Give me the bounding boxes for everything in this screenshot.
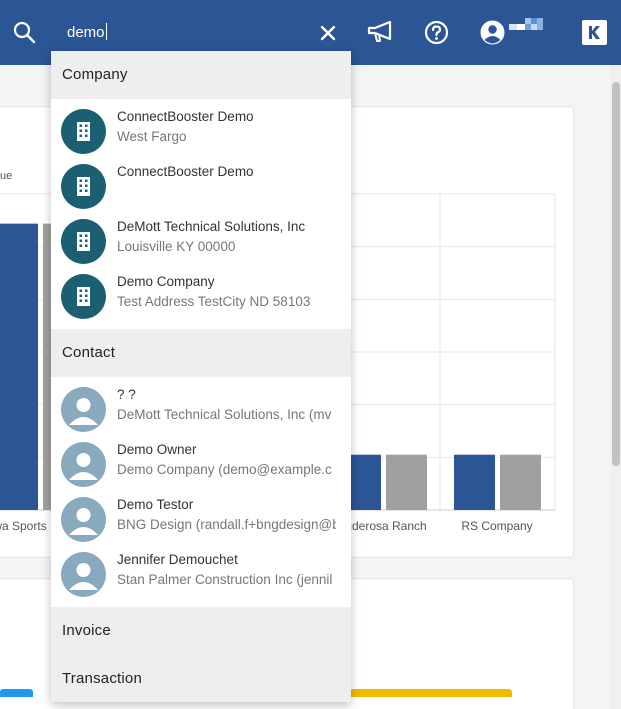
result-subtitle: Louisville KY 00000 [117,239,236,254]
result-subtitle: Test Address TestCity ND 58103 [117,294,311,309]
result-contact[interactable]: Demo Testor BNG Design (randall.f+bngdes… [51,497,351,552]
result-name: Demo Testor [117,497,194,512]
person-icon [61,387,106,432]
section-header-transaction[interactable]: Transaction [51,655,351,702]
result-name: Demo Company [117,274,215,289]
close-icon[interactable] [319,24,337,42]
result-subtitle: Demo Company (demo@example.c [117,462,332,477]
result-name: ConnectBooster Demo [117,109,254,124]
person-icon [61,442,106,487]
search-results-dropdown: Company ConnectBooster Demo West Fargo C… [51,51,351,702]
help-icon[interactable] [424,20,449,45]
search-input[interactable]: demo [67,23,107,41]
x-tick-label: nderosa Ranch [345,519,426,533]
text-caret [105,23,107,40]
chart-bar [386,454,427,510]
x-tick-label: RS Company [461,519,532,533]
brand-logo[interactable] [582,20,607,45]
section-header-contact: Contact [51,329,351,377]
person-icon [61,552,106,597]
redacted-username[interactable] [509,18,543,36]
result-name: DeMott Technical Solutions, Inc [117,219,306,234]
result-subtitle: BNG Design (randall.f+bngdesign@b [117,517,336,532]
result-contact[interactable]: ? ? DeMott Technical Solutions, Inc (mv [51,387,351,442]
result-subtitle: West Fargo [117,129,187,144]
result-name: Demo Owner [117,442,197,457]
result-subtitle: Stan Palmer Construction Inc (jennil [117,572,333,587]
result-name: ConnectBooster Demo [117,164,254,179]
result-contact[interactable]: Demo Owner Demo Company (demo@example.c [51,442,351,497]
building-icon [61,219,106,264]
megaphone-icon[interactable] [366,19,396,45]
card-accent-strip-yellow [350,689,512,697]
search-input-value: demo [67,24,105,41]
user-circle-icon[interactable] [480,20,505,45]
section-header-invoice[interactable]: Invoice [51,607,351,655]
result-name: ? ? [117,387,136,402]
chart-bar [454,454,495,510]
person-icon [61,497,106,542]
card-accent-strip-blue [0,689,33,697]
chart-bar [500,454,541,510]
chart-bar [0,223,38,510]
result-company[interactable]: Demo Company Test Address TestCity ND 58… [51,274,351,329]
legend-fragment: ue [0,170,13,182]
scrollbar-thumb[interactable] [612,82,620,466]
building-icon [61,109,106,154]
result-company[interactable]: ConnectBooster Demo [51,164,351,219]
result-contact[interactable]: Jennifer Demouchet Stan Palmer Construct… [51,552,351,607]
building-icon [61,164,106,209]
result-company[interactable]: DeMott Technical Solutions, Inc Louisvil… [51,219,351,274]
building-icon [61,274,106,319]
search-icon[interactable] [12,20,36,44]
result-company[interactable]: ConnectBooster Demo West Fargo [51,109,351,164]
result-name: Jennifer Demouchet [117,552,238,567]
result-subtitle: DeMott Technical Solutions, Inc (mv [117,407,332,422]
section-header-company: Company [51,51,351,99]
x-tick-label: wa Sports [0,519,47,533]
